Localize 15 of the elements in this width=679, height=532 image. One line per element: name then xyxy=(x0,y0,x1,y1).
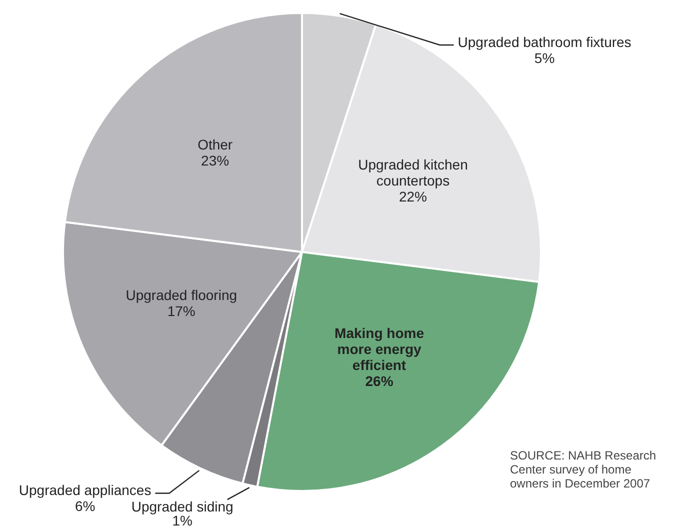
slice-label: Making home more energy efficient xyxy=(334,325,424,374)
slice-label: Upgraded kitchen countertops xyxy=(358,156,468,188)
data-label: 26% xyxy=(365,373,394,390)
slice-label: Upgraded bathroom fixtures xyxy=(458,34,632,50)
slice-label: Upgraded siding xyxy=(131,498,234,514)
source-note: SOURCE: NAHB Research Center survey of home owners in December 2007 xyxy=(510,448,656,490)
data-label: 5% xyxy=(534,50,555,66)
data-label: 6% xyxy=(74,498,96,514)
data-label: 1% xyxy=(172,512,192,528)
data-label: 23% xyxy=(201,152,230,168)
slice-label: Upgraded flooring xyxy=(126,287,238,304)
slice-label: Upgraded appliances xyxy=(18,482,152,498)
data-label: 17% xyxy=(167,303,196,320)
data-label: 22% xyxy=(398,188,428,204)
slice-label: Other xyxy=(198,136,233,152)
